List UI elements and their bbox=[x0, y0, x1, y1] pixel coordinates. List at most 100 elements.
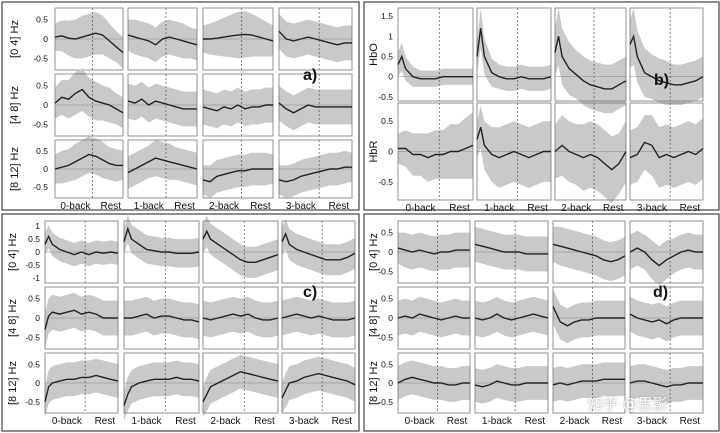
y-tick-label: 0.5 bbox=[381, 228, 393, 238]
panel-label: b) bbox=[654, 72, 669, 89]
mean-line bbox=[281, 232, 356, 261]
row-label: [4 8] Hz bbox=[7, 299, 19, 337]
mean-line bbox=[629, 247, 703, 267]
y-tick-label: 0 bbox=[35, 378, 40, 388]
rest-label: Rest bbox=[174, 201, 195, 212]
mean-line bbox=[127, 34, 198, 46]
mean-line bbox=[476, 28, 552, 80]
subplot-box bbox=[474, 220, 549, 284]
y-tick-label: -0.5 bbox=[33, 182, 48, 192]
y-tick-label: 0 bbox=[43, 34, 48, 44]
subplot-box bbox=[278, 139, 353, 199]
column-label: 1-back bbox=[131, 416, 162, 427]
mean-line bbox=[398, 144, 474, 159]
y-tick-label: -0.5 bbox=[378, 397, 393, 407]
y-tick-label: 0 bbox=[388, 378, 393, 388]
panel-label: c) bbox=[303, 284, 317, 301]
mean-line bbox=[629, 33, 704, 86]
error-band bbox=[475, 364, 548, 404]
mean-line bbox=[554, 36, 627, 90]
row-label: [4 8] Hz bbox=[368, 299, 380, 337]
subplot-box bbox=[552, 352, 626, 414]
error-band bbox=[398, 296, 470, 338]
subplot-box bbox=[281, 220, 356, 284]
y-tick-label: -0.5 bbox=[378, 92, 393, 102]
y-tick-label: 0.5 bbox=[28, 294, 40, 304]
error-band bbox=[477, 8, 551, 91]
error-band bbox=[124, 214, 199, 268]
mean-line bbox=[554, 144, 627, 171]
mean-line bbox=[281, 313, 356, 321]
row-label: [8 12] Hz bbox=[9, 147, 21, 191]
y-tick-label: -0.5 bbox=[25, 332, 40, 342]
mean-line bbox=[202, 104, 273, 112]
panel-frame bbox=[363, 213, 720, 432]
column-label: 2-back bbox=[561, 203, 592, 214]
row-label: [8 12] Hz bbox=[7, 361, 19, 405]
mean-line bbox=[44, 374, 119, 402]
y-tick-label: 0 bbox=[388, 147, 393, 157]
row-label: [0 4] Hz bbox=[368, 233, 380, 271]
error-band bbox=[398, 112, 473, 182]
rest-label: Rest bbox=[250, 201, 271, 212]
mean-line bbox=[629, 313, 703, 325]
subplot-box bbox=[281, 352, 356, 414]
subplot-box bbox=[278, 7, 353, 71]
subplot-box bbox=[397, 7, 474, 102]
error-band bbox=[45, 292, 118, 348]
mean-line bbox=[127, 157, 198, 174]
error-band bbox=[477, 106, 551, 188]
mean-line bbox=[281, 372, 356, 399]
row-label: HbR bbox=[368, 140, 380, 162]
rest-label: Rest bbox=[602, 416, 623, 427]
mean-line bbox=[54, 32, 124, 54]
error-band bbox=[282, 356, 355, 413]
row-label: [8 12] Hz bbox=[368, 361, 380, 405]
subplot-box bbox=[278, 73, 353, 137]
mean-line bbox=[476, 126, 551, 159]
column-label: 3-back bbox=[289, 416, 320, 427]
mean-line bbox=[629, 380, 703, 388]
error-band bbox=[128, 19, 197, 63]
subplot-box bbox=[552, 220, 626, 284]
y-tick-label: 0 bbox=[43, 164, 48, 174]
error-band bbox=[630, 364, 703, 404]
mean-line bbox=[202, 229, 279, 263]
error-band bbox=[55, 136, 123, 184]
error-band bbox=[279, 85, 352, 131]
subplot-box bbox=[44, 352, 119, 414]
y-tick-label: 0.5 bbox=[36, 146, 48, 156]
panel-frame bbox=[363, 1, 720, 211]
mean-line bbox=[202, 313, 279, 321]
mean-line bbox=[202, 371, 279, 403]
mean-line bbox=[123, 226, 200, 254]
rest-label: Rest bbox=[95, 416, 116, 427]
mean-line bbox=[474, 380, 548, 388]
error-band bbox=[203, 152, 273, 198]
subplot-box bbox=[123, 352, 200, 414]
column-label: 2-back bbox=[209, 201, 240, 212]
error-band bbox=[128, 81, 197, 127]
y-tick-label: 0.5 bbox=[28, 359, 40, 369]
rest-label: Rest bbox=[603, 203, 624, 214]
error-band bbox=[45, 224, 118, 267]
error-band bbox=[55, 11, 123, 69]
error-band bbox=[203, 87, 273, 129]
rest-label: Rest bbox=[527, 203, 548, 214]
mean-line bbox=[123, 376, 200, 406]
row-label: [4 8] Hz bbox=[9, 86, 21, 124]
subplot-box bbox=[54, 73, 124, 137]
row-label: [0 4] Hz bbox=[7, 233, 19, 271]
y-tick-label: -0.5 bbox=[25, 260, 40, 270]
subplot-box bbox=[202, 352, 279, 414]
column-label: 3-back bbox=[637, 203, 668, 214]
panel-label: a) bbox=[303, 67, 317, 84]
mean-line bbox=[278, 166, 352, 183]
error-band bbox=[45, 358, 118, 417]
rest-label: Rest bbox=[254, 416, 275, 427]
error-band bbox=[203, 296, 278, 338]
y-tick-label: -0.5 bbox=[25, 397, 40, 407]
y-tick-label: -0.5 bbox=[378, 177, 393, 187]
error-band bbox=[555, 8, 626, 114]
y-tick-label: 0 bbox=[43, 100, 48, 110]
